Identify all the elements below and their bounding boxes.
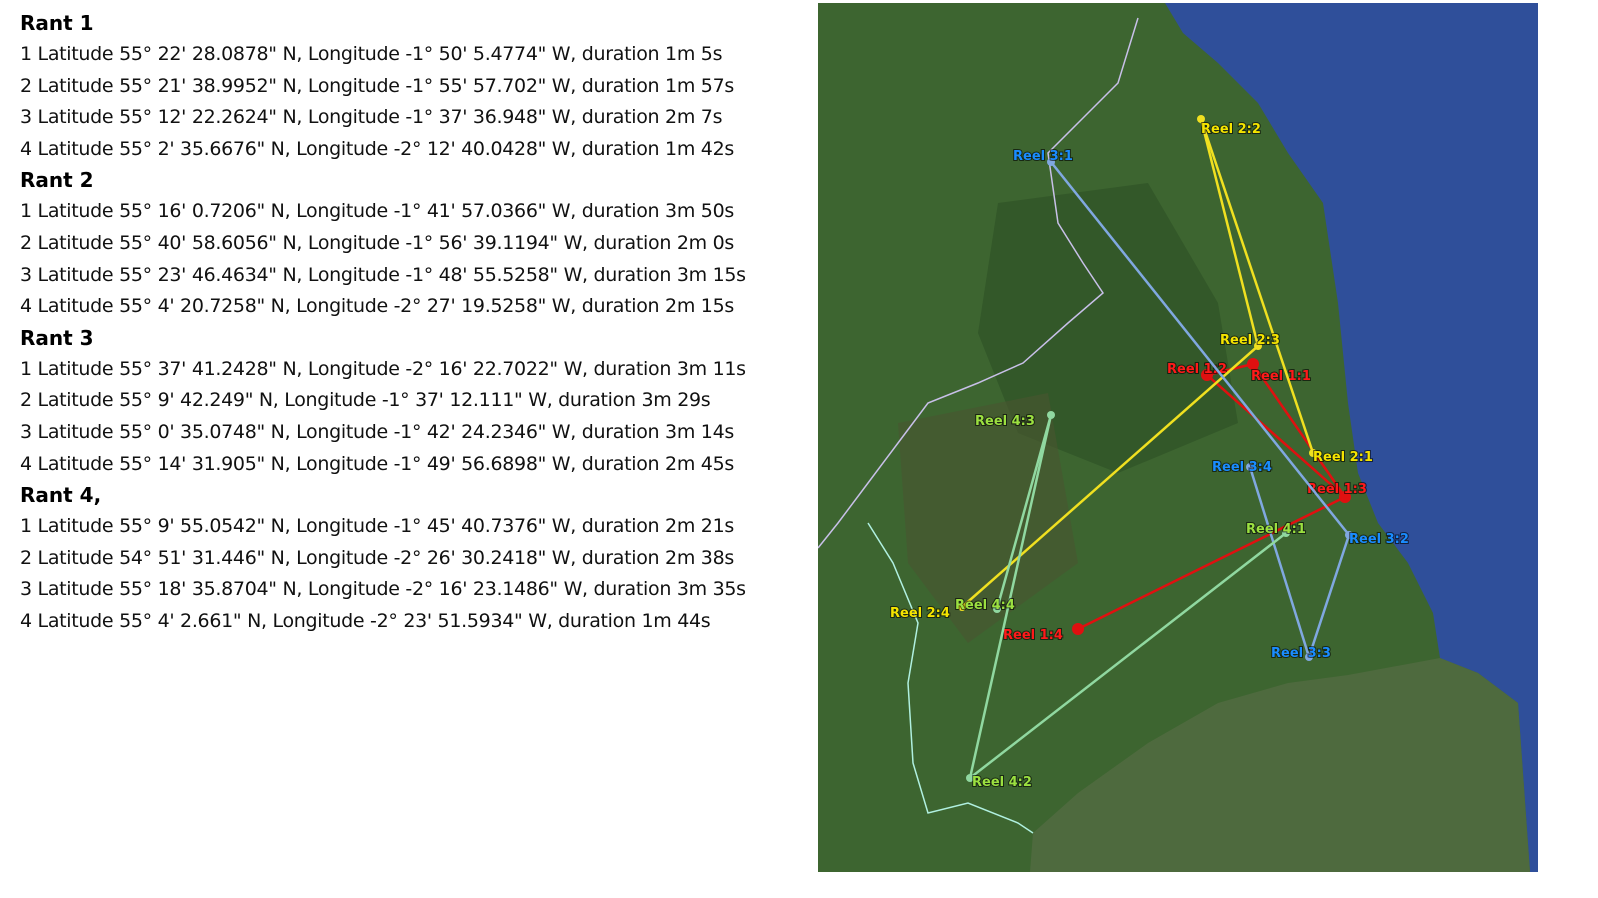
- reel-1-segment: [1077, 495, 1346, 631]
- reel-label: Reel 3:1: [1013, 149, 1073, 164]
- border-scotland: [818, 17, 1139, 549]
- reel-3-segment: [1307, 534, 1351, 658]
- reel-marker[interactable]: [1047, 411, 1055, 419]
- reel-marker[interactable]: [1309, 449, 1317, 457]
- reel-label: Reel 1:1: [1251, 369, 1311, 384]
- reel-marker[interactable]: [1305, 653, 1313, 661]
- rant-list: Rant 1 1 Latitude 55° 22' 28.0878" N, Lon…: [20, 8, 800, 638]
- reel-label: Reel 4:4: [955, 598, 1015, 613]
- reel-marker[interactable]: [1246, 463, 1254, 471]
- reel-1-segment: [1251, 363, 1347, 498]
- border-cumbria: [867, 522, 1034, 834]
- rant-point: 2 Latitude 55° 21' 38.9952" N, Longitude…: [20, 74, 734, 97]
- reel-3-segment: [1050, 161, 1350, 536]
- reel-1-segment: [1206, 374, 1346, 498]
- reel-marker[interactable]: [1282, 529, 1290, 537]
- rant-title: Rant 1: [20, 11, 94, 35]
- reel-label: Reel 3:2: [1349, 532, 1409, 547]
- reel-label: Reel 1:4: [1003, 628, 1063, 643]
- reel-marker[interactable]: [1345, 531, 1353, 539]
- reel-marker[interactable]: [1072, 623, 1084, 635]
- reel-label: Reel 4:1: [1246, 522, 1306, 537]
- rant-point: 3 Latitude 55° 12' 22.2624" N, Longitude…: [20, 106, 723, 129]
- reel-marker[interactable]: [1201, 369, 1213, 381]
- reel-marker[interactable]: [966, 774, 974, 782]
- rant-point: 4 Latitude 55° 2' 35.6676" N, Longitude …: [20, 137, 734, 160]
- county-durham: [1030, 658, 1530, 872]
- reel-2-segment: [961, 345, 1259, 608]
- rant-point: 4 Latitude 55° 4' 2.661" N, Longitude -2…: [20, 609, 711, 632]
- reel-label: Reel 1:3: [1307, 482, 1367, 497]
- reel-2-segment: [1199, 118, 1315, 454]
- rant-point: 1 Latitude 55° 37' 41.2428" N, Longitude…: [20, 357, 746, 380]
- reel-marker[interactable]: [993, 605, 1001, 613]
- rant-point: 1 Latitude 55° 9' 55.0542" N, Longitude …: [20, 515, 734, 538]
- rant-point: 3 Latitude 55° 23' 46.4634" N, Longitude…: [20, 263, 746, 286]
- reel-label: Reel 2:2: [1201, 122, 1261, 137]
- rant-point: 3 Latitude 55° 18' 35.8704" N, Longitude…: [20, 578, 746, 601]
- reel-label: Reel 2:1: [1313, 450, 1373, 465]
- rant-point: 2 Latitude 54° 51' 31.446" N, Longitude …: [20, 546, 734, 569]
- reel-label: Reel 2:3: [1220, 333, 1280, 348]
- reel-2-segment: [1199, 118, 1260, 347]
- sea: [1165, 3, 1538, 872]
- rant-title: Rant 3: [20, 325, 94, 350]
- reel-label: Reel 4:3: [975, 414, 1035, 429]
- reel-marker[interactable]: [1339, 491, 1351, 503]
- rant-point: 4 Latitude 55° 4' 20.7258" N, Longitude …: [20, 295, 734, 318]
- rant-point: 4 Latitude 55° 14' 31.905" N, Longitude …: [20, 452, 734, 475]
- reel-4-segment: [968, 414, 1053, 779]
- reel-marker[interactable]: [1197, 115, 1205, 123]
- reel-label: Reel 2:4: [890, 606, 950, 621]
- rant-point: 2 Latitude 55° 9' 42.249" N, Longitude -…: [20, 389, 711, 412]
- reel-3-segment: [1248, 466, 1311, 658]
- rant-title: Rant 4,: [20, 483, 102, 508]
- reel-label: Reel 3:3: [1271, 646, 1331, 661]
- rant-point: 1 Latitude 55° 22' 28.0878" N, Longitude…: [20, 43, 723, 65]
- hills-brown: [898, 393, 1078, 643]
- reel-marker[interactable]: [958, 603, 966, 611]
- rant-point: 3 Latitude 55° 0' 35.0748" N, Longitude …: [20, 420, 734, 443]
- rant-point: 1 Latitude 55° 16' 0.7206" N, Longitude …: [20, 200, 734, 223]
- reel-4-segment: [995, 414, 1053, 610]
- reel-4-segment: [969, 532, 1287, 779]
- reel-label: Reel 4:2: [972, 775, 1032, 790]
- reel-label: Reel 3:4: [1212, 460, 1272, 475]
- rant-point: 2 Latitude 55° 40' 58.6056" N, Longitude…: [20, 231, 734, 254]
- reel-marker[interactable]: [1254, 342, 1262, 350]
- reel-marker[interactable]: [1047, 158, 1055, 166]
- reel-marker[interactable]: [1247, 358, 1259, 370]
- rant-title: Rant 2: [20, 168, 94, 193]
